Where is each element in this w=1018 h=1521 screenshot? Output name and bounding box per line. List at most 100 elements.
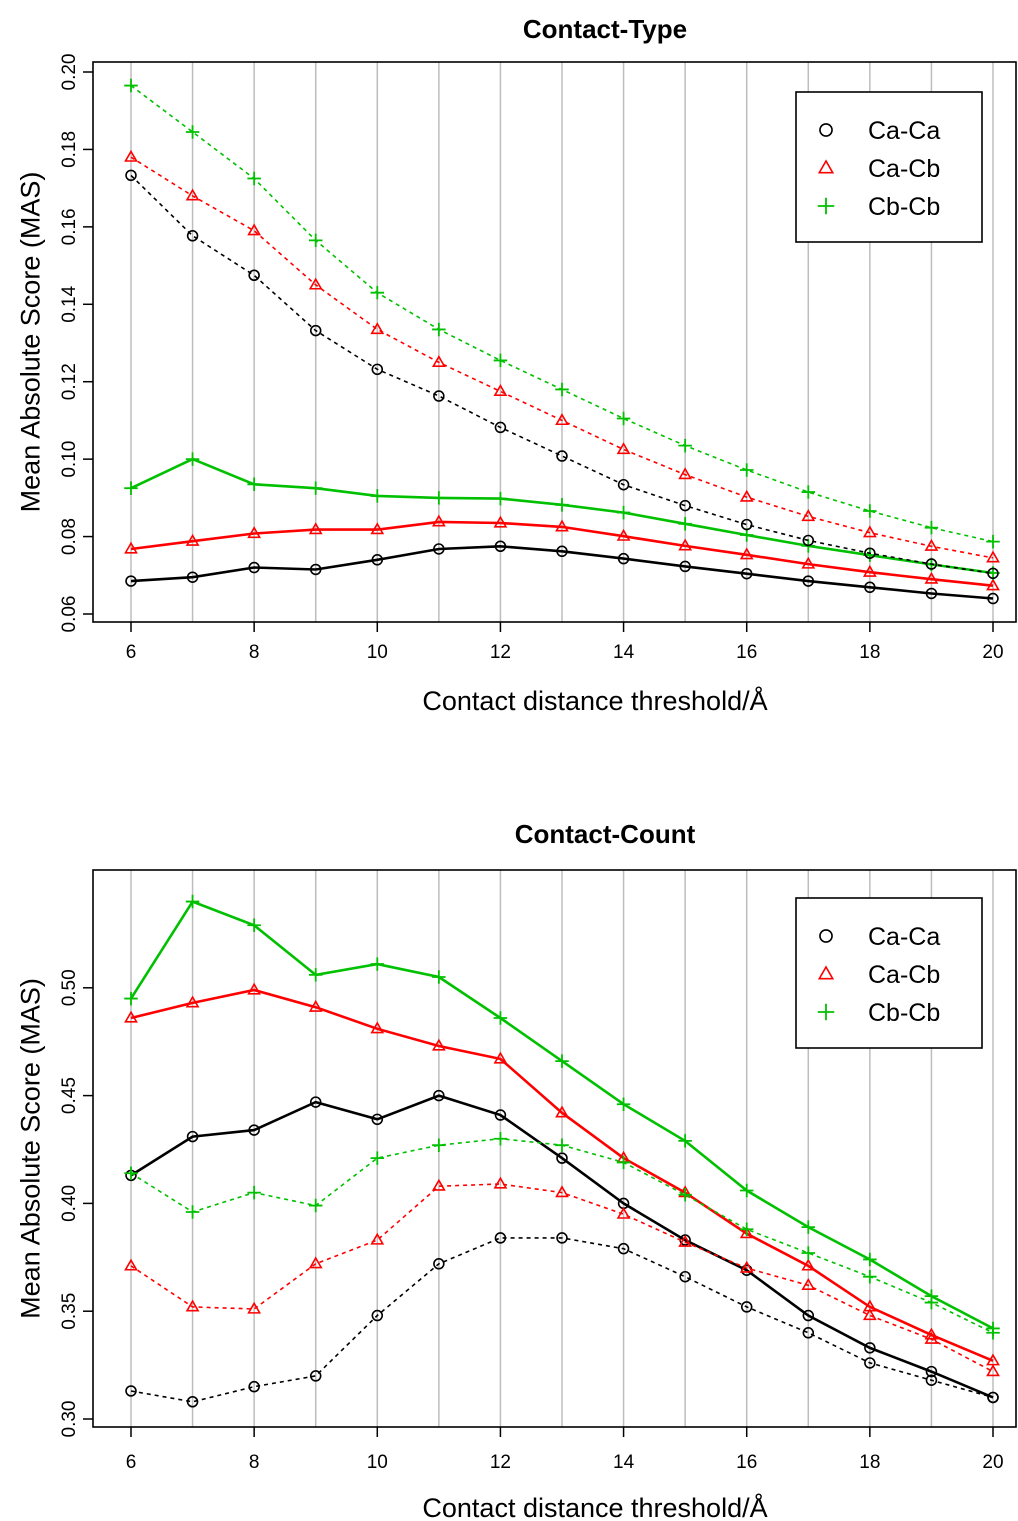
data-point: [494, 540, 507, 552]
data-point: [493, 1176, 508, 1189]
x-tick-label: 14: [613, 642, 635, 663]
series-ca-cb-solid: [124, 982, 1000, 1366]
data-point: [802, 534, 815, 547]
x-axis-label: Contact distance threshold/Å: [422, 685, 767, 716]
chart-title: Contact-Count: [515, 819, 696, 849]
data-point: [924, 1331, 939, 1344]
data-point: [987, 567, 999, 580]
data-point: [433, 390, 445, 402]
x-tick-label: 10: [367, 642, 388, 663]
data-point: [308, 277, 323, 290]
data-point: [124, 1258, 138, 1271]
data-point: [925, 587, 938, 600]
series-line: [130, 988, 994, 1362]
data-point: [432, 491, 446, 505]
data-point: [431, 1038, 446, 1051]
data-point: [616, 528, 631, 541]
data-point: [924, 571, 939, 584]
plot-frame: [92, 869, 1017, 1428]
data-point: [740, 518, 753, 531]
data-point: [432, 322, 446, 337]
data-point: [678, 438, 692, 453]
data-point: [124, 1166, 138, 1180]
data-point: [370, 285, 385, 300]
data-point: [801, 556, 816, 569]
series-line: [130, 174, 994, 575]
data-point: [863, 1252, 877, 1267]
data-point: [679, 560, 691, 573]
data-point: [617, 478, 630, 491]
data-point: [433, 543, 445, 555]
data-point: [494, 1232, 507, 1244]
legend-label: Cb-Cb: [868, 999, 940, 1027]
data-point: [248, 561, 260, 574]
legend-marker: [817, 1003, 835, 1021]
data-point: [863, 1269, 877, 1284]
data-point: [678, 1188, 692, 1202]
data-point: [987, 1391, 999, 1404]
x-tick-label: 12: [490, 642, 511, 663]
x-tick-label: 14: [613, 1452, 635, 1473]
legend-label: Ca-Cb: [868, 155, 940, 183]
data-point: [739, 489, 754, 502]
data-point: [739, 1260, 754, 1273]
y-tick-label: 0.06: [59, 596, 80, 633]
x-tick-label: 18: [859, 1452, 880, 1473]
data-point: [862, 564, 877, 577]
data-point: [433, 1258, 445, 1270]
legend-label: Ca-Ca: [868, 117, 940, 145]
data-point: [555, 1138, 569, 1152]
x-tick-label: 10: [367, 1452, 388, 1473]
data-point: [739, 1183, 754, 1198]
data-point: [433, 1089, 445, 1102]
data-point: [987, 592, 999, 605]
y-tick-label: 0.08: [59, 518, 80, 555]
data-point: [616, 1206, 631, 1219]
data-point: [801, 1246, 816, 1260]
data-point: [186, 230, 199, 242]
data-point: [370, 322, 385, 335]
data-point: [925, 1365, 938, 1378]
x-tick-label: 6: [126, 642, 137, 663]
data-point: [986, 1326, 1000, 1340]
data-point: [862, 1308, 877, 1321]
y-tick-label: 0.20: [59, 54, 80, 91]
x-tick-label: 16: [736, 642, 757, 663]
data-point: [555, 1105, 569, 1118]
data-point: [924, 1295, 939, 1310]
x-tick-label: 20: [982, 1452, 1003, 1473]
data-point: [125, 575, 137, 587]
data-point: [555, 498, 569, 512]
data-point: [556, 450, 568, 462]
chart-panel-2: Contact-Count 6 8 10 12 14 16 18 20 0.30 0.35 0.40 0…: [15, 819, 1017, 1521]
data-point: [555, 413, 569, 426]
data-point: [617, 552, 630, 565]
data-point: [185, 894, 200, 909]
data-point: [247, 223, 262, 236]
data-point: [247, 171, 261, 186]
data-point: [124, 991, 138, 1006]
legend-marker: [819, 123, 833, 137]
x-tick-label: 8: [249, 642, 260, 663]
legend-label: Cb-Cb: [868, 193, 940, 221]
data-point: [678, 467, 693, 480]
data-point: [431, 1178, 446, 1191]
data-point: [494, 421, 507, 434]
data-point: [801, 1277, 816, 1290]
data-point: [247, 1185, 261, 1200]
data-point: [371, 363, 384, 376]
data-point: [247, 918, 261, 933]
data-point: [924, 538, 939, 551]
data-point: [801, 509, 816, 522]
data-point: [556, 545, 568, 558]
data-point: [308, 522, 323, 535]
data-point: [370, 1021, 385, 1034]
y-axis-label: Mean Absolute Score (MAS): [15, 172, 45, 513]
data-point: [925, 558, 938, 570]
data-point: [864, 1357, 876, 1369]
x-tick-label: 8: [249, 1452, 260, 1473]
data-point: [248, 1380, 260, 1393]
legend-marker: [819, 929, 833, 943]
data-point: [494, 1109, 507, 1121]
y-tick-label: 0.12: [59, 363, 80, 400]
